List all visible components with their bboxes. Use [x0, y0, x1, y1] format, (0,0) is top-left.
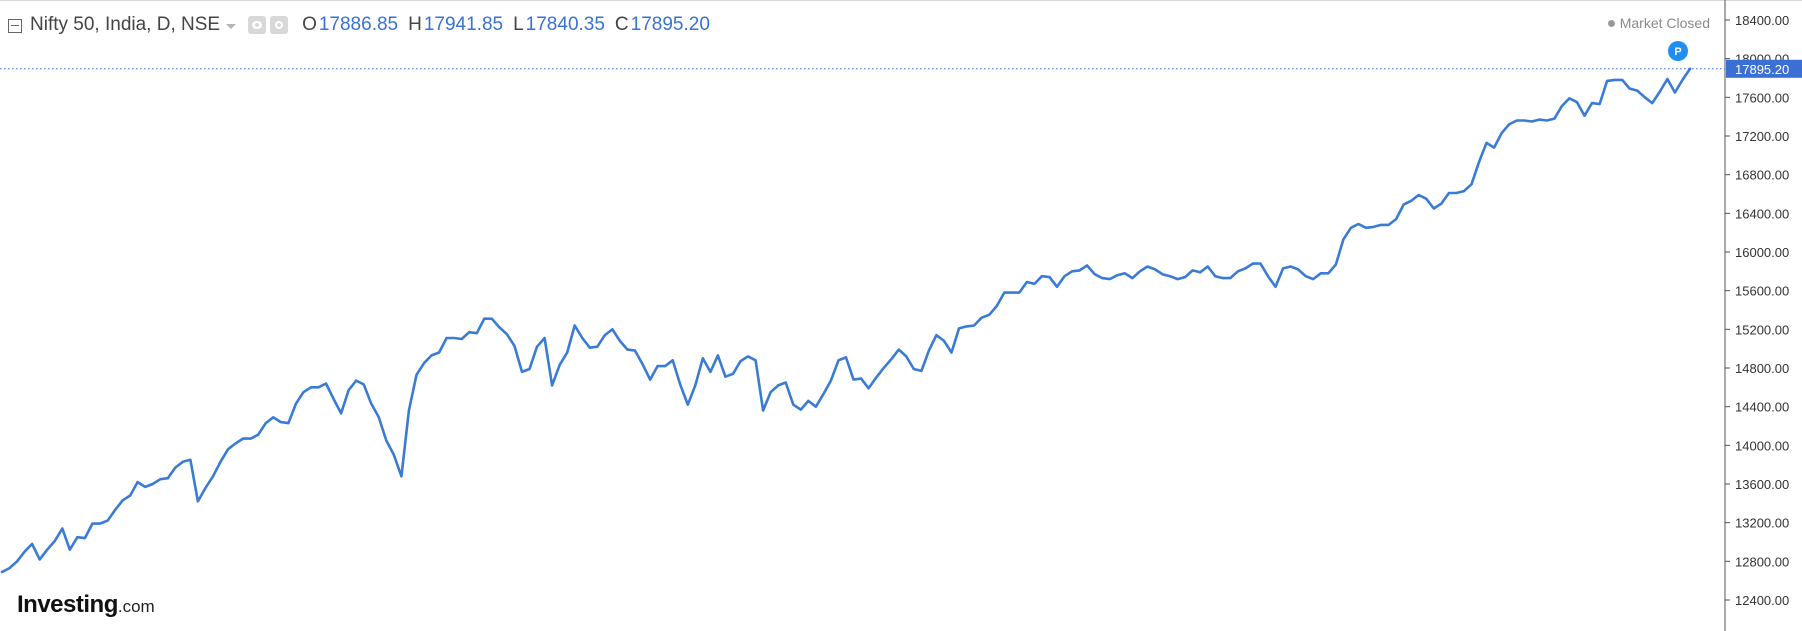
close-label: C [614, 14, 629, 35]
high-value: 17941.85 [423, 14, 504, 35]
p-badge-label: P [1674, 46, 1681, 58]
symbol-title[interactable]: Nifty 50, India, D, NSE [30, 14, 221, 35]
y-tick-label: 12800.00 [1735, 554, 1789, 569]
logo-suffix-text: .com [117, 597, 155, 616]
market-status: Market Closed [1607, 15, 1710, 31]
y-tick-label: 16400.00 [1735, 206, 1789, 221]
y-tick-label: 15600.00 [1735, 284, 1789, 299]
ohlc-close: C 17895.20 [615, 14, 710, 36]
top-border [0, 0, 1802, 1]
y-tick-label: 15200.00 [1735, 322, 1789, 337]
y-tick-label: 13600.00 [1735, 477, 1789, 492]
y-tick-label: 14800.00 [1735, 361, 1789, 376]
ohlc-low: L 17840.35 [513, 14, 605, 36]
ohlc-open: O 17886.85 [302, 14, 398, 36]
low-value: 17840.35 [525, 14, 605, 35]
last-price-label: 17895.20 [1735, 62, 1789, 77]
y-tick-label: 18400.00 [1735, 13, 1789, 28]
collapse-icon[interactable] [8, 19, 22, 33]
y-tick-label: 14000.00 [1735, 438, 1789, 453]
overlay-group: 17895.20 P [0, 41, 1802, 78]
y-tick-label: 16800.00 [1735, 168, 1789, 183]
last-price-tag [1726, 59, 1802, 78]
eye-icon[interactable] [248, 16, 267, 34]
p-badge-icon[interactable] [1668, 41, 1688, 61]
y-tick-label: 17200.00 [1735, 129, 1789, 144]
high-label: H [408, 14, 422, 35]
ohlc-high: H 17941.85 [408, 14, 503, 36]
open-value: 17886.85 [318, 14, 399, 35]
price-line [0, 67, 1692, 574]
status-dot-icon [1607, 19, 1615, 27]
y-tick-label: 14400.00 [1735, 400, 1789, 415]
close-value: 17895.20 [630, 14, 710, 35]
y-tick-label: 13200.00 [1735, 516, 1789, 531]
investing-logo[interactable]: Investing .com [17, 591, 155, 619]
market-status-text: Market Closed [1619, 15, 1710, 31]
y-tick-label: 17600.00 [1735, 90, 1789, 105]
logo-main-text: Investing [17, 591, 118, 618]
y-tick-label: 16000.00 [1735, 245, 1789, 260]
gear-icon[interactable] [270, 16, 289, 34]
price-axis[interactable]: 18400.0018000.0017600.0017200.0016800.00… [1724, 0, 1789, 631]
caret-down-icon[interactable] [226, 23, 237, 29]
low-label: L [513, 14, 524, 35]
chart-legend: Nifty 50, India, D, NSE O 17886.85 H 179… [8, 12, 710, 38]
price-line-group [0, 67, 1692, 574]
y-tick-label: 12400.00 [1735, 593, 1789, 608]
open-label: O [302, 14, 317, 35]
